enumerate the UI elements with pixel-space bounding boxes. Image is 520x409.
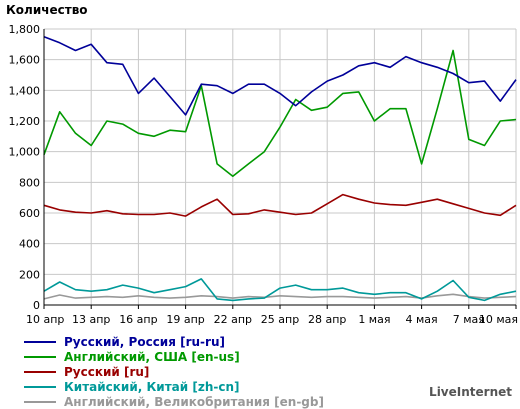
x-tick-label: 1 мая (358, 313, 390, 326)
legend-swatch (24, 340, 56, 343)
y-tick-label: 0 (33, 299, 40, 312)
legend-item: Китайский, Китай [zh-cn] (24, 379, 324, 394)
series-line (43, 49, 517, 177)
legend: Русский, Россия [ru-ru] Английский, США [… (24, 334, 324, 409)
legend-item: Русский, Россия [ru-ru] (24, 334, 324, 349)
x-tick-label: 25 апр (261, 313, 299, 326)
brand-label: LiveInternet (429, 385, 512, 399)
x-tick-label: 16 апр (119, 313, 157, 326)
series-layer (43, 35, 517, 302)
line-chart: 0 200 400 600 800 1,000 1,200 1,400 1,600 1,800 10… (9, 23, 519, 326)
legend-swatch (24, 355, 56, 358)
legend-label: Английский, Великобритания [en-gb] (64, 394, 324, 409)
x-tick-label: 22 апр (214, 313, 252, 326)
y-tick-label: 1,400 (9, 84, 41, 97)
x-tick-label: 10 мая (479, 313, 518, 326)
x-tick-label: 4 мая (406, 313, 438, 326)
x-tick-label: 10 апр (26, 313, 64, 326)
series-line (43, 35, 517, 116)
legend-item: Английский, США [en-us] (24, 349, 324, 364)
y-tick-label: 800 (19, 176, 40, 189)
legend-swatch (24, 370, 56, 373)
series-line (43, 293, 517, 300)
series-line (43, 278, 517, 302)
legend-label: Китайский, Китай [zh-cn] (64, 379, 240, 394)
axis-layer (43, 29, 517, 309)
x-tick-label: 13 апр (72, 313, 110, 326)
y-tick-label: 200 (19, 268, 40, 281)
legend-label: Английский, США [en-us] (64, 349, 240, 364)
x-tick-label: 19 апр (166, 313, 204, 326)
legend-label: Русский [ru] (64, 364, 150, 379)
legend-swatch (24, 400, 56, 403)
y-tick-label: 1,200 (9, 115, 41, 128)
series-line (43, 193, 517, 217)
x-tick-label: 7 мая (453, 313, 485, 326)
legend-label: Русский, Россия [ru-ru] (64, 334, 225, 349)
legend-item: Английский, Великобритания [en-gb] (24, 394, 324, 409)
y-tick-label: 1,800 (9, 23, 41, 36)
y-tick-label: 1,000 (9, 146, 41, 159)
y-tick-label: 600 (19, 207, 40, 220)
chart-title: Количество (6, 3, 88, 17)
y-tick-label: 1,600 (9, 54, 41, 67)
legend-swatch (24, 385, 56, 388)
tick-labels: 0 200 400 600 800 1,000 1,200 1,400 1,600 1,800 10… (9, 23, 519, 326)
legend-item: Русский [ru] (24, 364, 324, 379)
y-tick-label: 400 (19, 238, 40, 251)
x-tick-label: 28 апр (308, 313, 346, 326)
